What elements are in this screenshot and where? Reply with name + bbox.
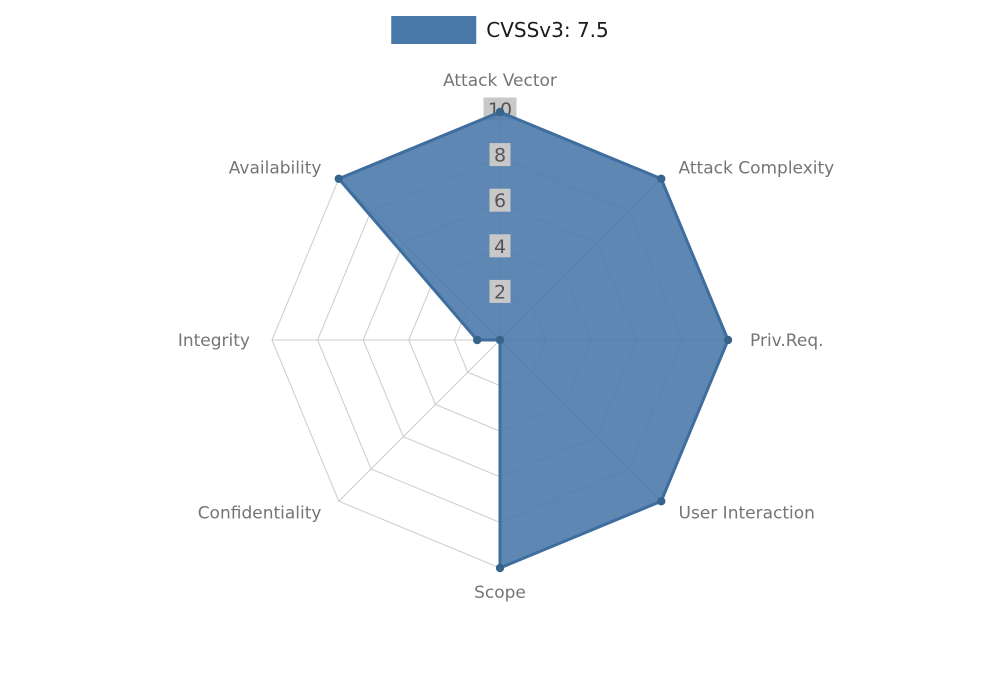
axis-labels: Attack Vector Attack Complexity Priv.Req. U…	[178, 71, 834, 603]
data-point-priv-req[interactable]	[723, 335, 733, 345]
axis-label-attack-complexity: Attack Complexity	[679, 158, 835, 178]
grid-spoke-confidentiality	[338, 339, 501, 502]
tick-labels: 2 4 6 8	[489, 143, 511, 303]
tick-label-6: 6	[494, 190, 506, 212]
axis-label-availability: Availability	[229, 158, 322, 178]
axis-label-integrity: Integrity	[178, 331, 250, 351]
legend-label[interactable]: CVSSv3: 7.5	[486, 18, 609, 42]
tick-label-4: 4	[494, 236, 506, 258]
tick-backdrop-2	[489, 279, 511, 303]
legend-swatch[interactable]	[391, 16, 477, 44]
tick-label-8: 8	[494, 145, 506, 167]
tick-backdrop-6	[489, 188, 511, 212]
tick-backdrop-8	[489, 143, 511, 167]
axis-label-scope: Scope	[474, 583, 526, 603]
data-point-user-interaction[interactable]	[657, 497, 666, 506]
data-point-confidentiality[interactable]	[495, 335, 505, 345]
axis-label-attack-vector: Attack Vector	[443, 71, 557, 91]
data-point-attack-complexity[interactable]	[657, 174, 666, 183]
data-point-integrity[interactable]	[473, 335, 482, 345]
radar-series-layer	[334, 107, 733, 573]
axis-label-user-interaction: User Interaction	[679, 504, 815, 524]
data-point-scope[interactable]	[495, 563, 505, 573]
axis-label-priv-req: Priv.Req.	[750, 331, 824, 351]
data-point-attack-vector[interactable]	[495, 107, 505, 117]
tick-backdrop-4	[489, 234, 511, 258]
data-point-availability[interactable]	[334, 174, 343, 183]
tick-label-2: 2	[494, 281, 506, 303]
axis-label-confidentiality: Confidentiality	[198, 504, 322, 524]
chart-legend: CVSSv3: 7.5	[391, 16, 609, 44]
